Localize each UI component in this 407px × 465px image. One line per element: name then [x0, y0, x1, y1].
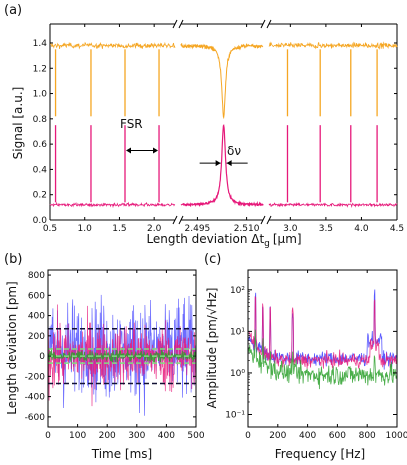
panel-c-xlabel: Frequency [Hz]	[275, 447, 366, 461]
panel-a-xtick-label: 0.5	[43, 224, 57, 234]
panel-a-xtick-label: 4.5	[390, 224, 404, 234]
linewidth-arrowhead-left	[215, 160, 221, 167]
panel-a-xtick-label: 3.0	[283, 224, 298, 234]
panel-a-xlabel-sub: g	[264, 239, 270, 249]
panel-b-xlabel: Time [ms]	[91, 447, 153, 461]
panel-a-ytick-label: 0.8	[33, 115, 48, 125]
panel-a-xtick-label: 3.5	[319, 224, 333, 234]
panel-b-ylabel: Length deviation [pm]	[5, 281, 19, 414]
panel-a-ytick-label: 1.4	[33, 39, 48, 49]
panel-b-ytick-label: 600	[28, 291, 45, 301]
panel-c-xtick-label: 800	[359, 431, 376, 441]
panel-b-ytick-label: 400	[28, 312, 45, 322]
fsr-label: FSR	[120, 117, 143, 131]
panel-c-xtick-label: 1000	[386, 431, 407, 441]
panel-c-ytick-label: 10¹	[230, 327, 245, 337]
panel-a-xtick-label: 2.510	[234, 224, 260, 234]
panel-a-xlabel-main: Length deviation Δt	[146, 232, 264, 246]
panel-a-ylabel: Signal [a.u.]	[11, 87, 25, 160]
panel-a-xtick-label: 1.0	[78, 224, 93, 234]
panel-a-xtick-label: 2.0	[147, 224, 162, 234]
panel-b-ytick-label: 0	[39, 352, 45, 362]
panel-c-trace-blue	[248, 289, 397, 370]
panel-c-ytick-label: 10⁻¹	[225, 410, 245, 420]
panel-c-trace-green	[248, 329, 397, 390]
orange-trace-segment-0	[49, 41, 176, 50]
panel-b-xtick-label: 300	[128, 431, 145, 441]
panel-b-ytick-label: -200	[25, 372, 46, 382]
axis-break-mark	[178, 215, 184, 225]
panel-a-ytick-label: 0.0	[33, 216, 48, 226]
panel-b-xtick-label: 0	[45, 431, 51, 441]
panel-c-xtick-label: 200	[269, 431, 286, 441]
panel-b-plot-area: -600 -400 -200 0 200 400 600 800 0 100 200 300 400 50…	[25, 269, 205, 441]
fsr-arrowhead-left	[126, 147, 131, 154]
panel-c-ytick-label: 10⁰	[230, 369, 245, 379]
linewidth-arrowhead-right	[226, 160, 232, 167]
axis-break-mark	[266, 215, 272, 225]
panel-label-a: (a)	[4, 3, 22, 18]
panel-b-frame	[47, 269, 197, 428]
linewidth-label: δν	[227, 144, 241, 158]
panel-b-xtick-label: 200	[99, 431, 116, 441]
axis-break-mark	[172, 215, 178, 225]
pink-trace-segment-0	[49, 201, 176, 209]
panel-a-xtick-label: 2.495	[185, 224, 211, 234]
panel-c-xtick-label: 400	[299, 431, 316, 441]
panel-b: -600 -400 -200 0 200 400 600 800 0 100 200 300 400 50…	[5, 269, 205, 461]
panel-a-ytick-label: 0.4	[33, 165, 48, 175]
panel-a-ytick-label: 1.0	[33, 90, 48, 100]
pink-trace-segment-2	[268, 202, 398, 209]
panel-c-ytick-label: 10²	[230, 286, 245, 296]
axis-break-mark	[178, 19, 184, 29]
panel-c: 10⁻¹ 10⁰ 10¹ 10² 0 200 400 600 800 1000 Amplitude…	[205, 269, 407, 461]
orange-trace-zoom	[180, 43, 264, 120]
panel-a-xlabel-unit: [μm]	[273, 232, 302, 246]
panel-a-xtick-label: 1.5	[112, 224, 126, 234]
pink-trace-zoom	[180, 124, 264, 208]
panel-c-plot-area: 10⁻¹ 10⁰ 10¹ 10² 0 200 400 600 800 1000	[225, 269, 407, 441]
axis-break-mark	[266, 19, 272, 29]
axis-break-mark	[260, 215, 266, 225]
panel-c-frame	[247, 269, 398, 428]
axis-break-mark	[260, 19, 266, 29]
panel-a-xtick-label: 4.0	[354, 224, 369, 234]
panel-c-xtick-label: 600	[329, 431, 346, 441]
panel-a-ytick-label: 1.2	[33, 64, 47, 74]
panel-c-ylabel: Amplitude [pm/√Hz]	[205, 288, 219, 409]
panel-a-ytick-label: 0.2	[33, 191, 47, 201]
panel-b-xtick-label: 500	[187, 431, 204, 441]
panel-a: 0.0 0.2 0.4 0.6 0.8 1.0 1.2 1.4 0.5 1.0 1.5 2.0 2.49…	[11, 19, 404, 249]
fsr-arrowhead-right	[153, 147, 159, 154]
panel-a-ytick-label: 0.6	[33, 140, 48, 150]
panel-c-trace-pink	[248, 296, 397, 370]
panel-b-xtick-label: 400	[158, 431, 175, 441]
panel-b-ytick-label: -400	[25, 393, 46, 403]
panel-label-c: (c)	[204, 252, 221, 267]
panel-label-b: (b)	[4, 252, 22, 267]
panel-c-traces	[248, 289, 397, 390]
panel-b-ytick-label: 200	[28, 332, 45, 342]
panel-b-xtick-label: 100	[69, 431, 86, 441]
panel-a-plot-area: 0.0 0.2 0.4 0.6 0.8 1.0 1.2 1.4 0.5 1.0 1.5 2.0 2.49…	[33, 19, 404, 234]
axis-break-mark	[172, 19, 178, 29]
orange-trace-segment-2	[268, 41, 398, 50]
panel-a-xlabel: Length deviation Δtg [μm]	[146, 232, 301, 249]
panel-c-xtick-label: 0	[245, 431, 251, 441]
panel-b-ytick-label: 800	[28, 271, 45, 281]
panel-b-ytick-label: -600	[25, 413, 46, 423]
